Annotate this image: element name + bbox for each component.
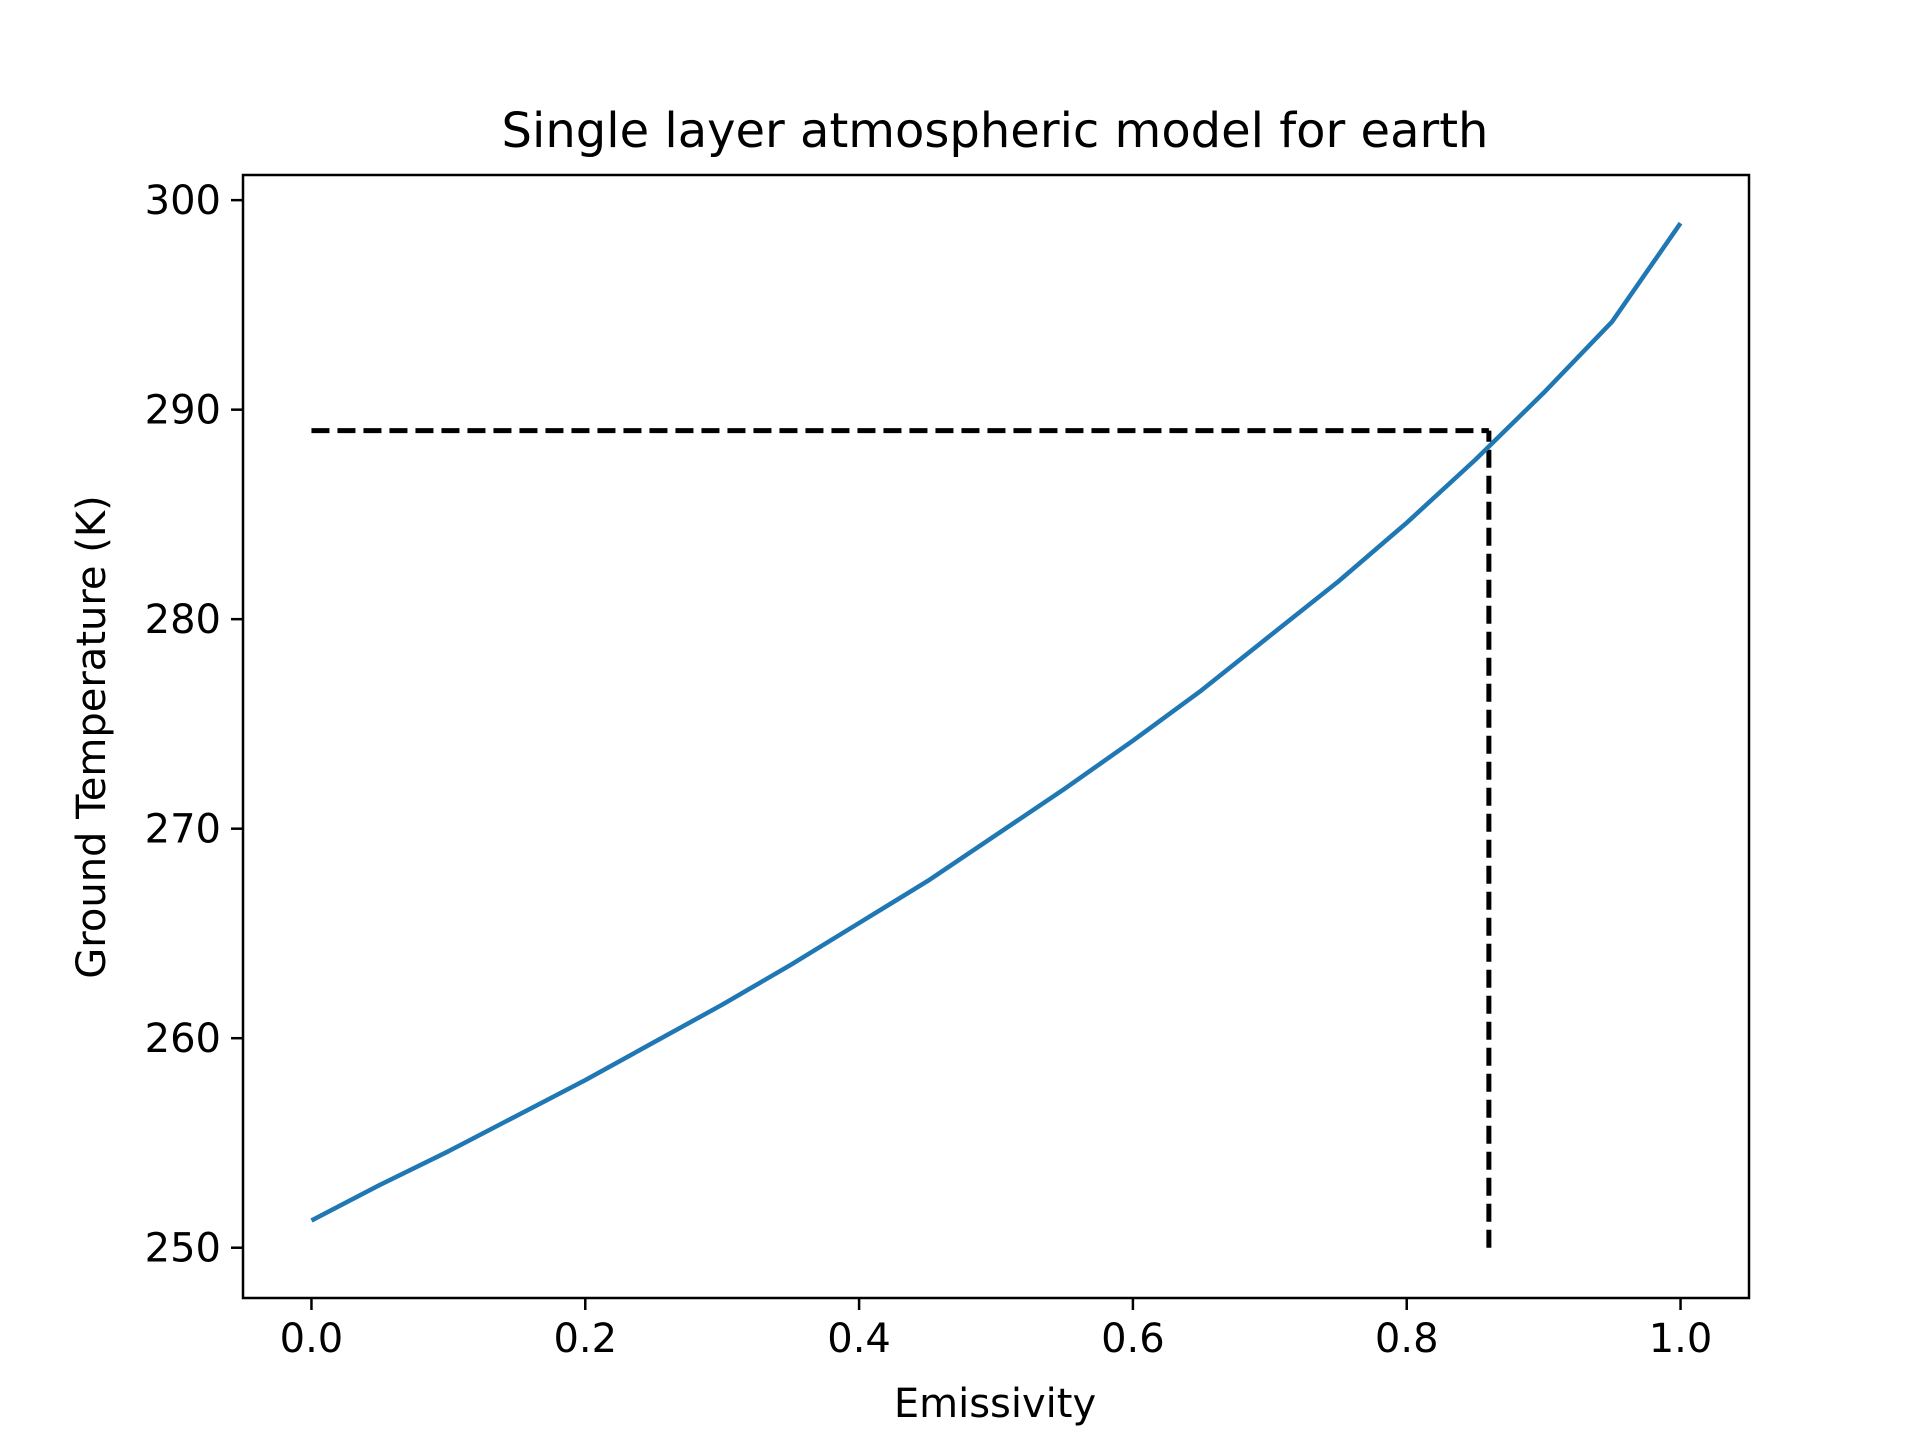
- y-tick-label: 290: [145, 388, 221, 434]
- reference-lines: [311, 428, 1492, 1248]
- x-tick-label: 1.0: [1649, 1316, 1713, 1362]
- y-axis-label: Ground Temperature (K): [69, 495, 115, 978]
- series-layer: [310, 221, 1683, 1223]
- x-tick-label: 0.0: [280, 1316, 344, 1362]
- plot-area: [241, 173, 1751, 1300]
- y-axis-ticks: 250 260 270 280 290 300: [145, 178, 243, 1272]
- y-tick-label: 270: [145, 807, 221, 853]
- x-tick-label: 0.8: [1375, 1316, 1439, 1362]
- series-line: [310, 221, 1683, 1223]
- axes-frame: [241, 173, 1751, 1300]
- y-tick-label: 300: [145, 178, 221, 224]
- x-axis-ticks: 0.0 0.2 0.4 0.6 0.8 1.0: [280, 1298, 1713, 1362]
- y-tick-label: 250: [145, 1226, 221, 1272]
- y-tick-label: 260: [145, 1016, 221, 1062]
- x-axis-label: Emissivity: [894, 1381, 1096, 1427]
- y-tick-label: 280: [145, 597, 221, 643]
- x-tick-label: 0.4: [827, 1316, 891, 1362]
- chart-title: Single layer atmospheric model for earth: [502, 103, 1489, 159]
- x-tick-label: 0.6: [1101, 1316, 1165, 1362]
- x-tick-label: 0.2: [553, 1316, 617, 1362]
